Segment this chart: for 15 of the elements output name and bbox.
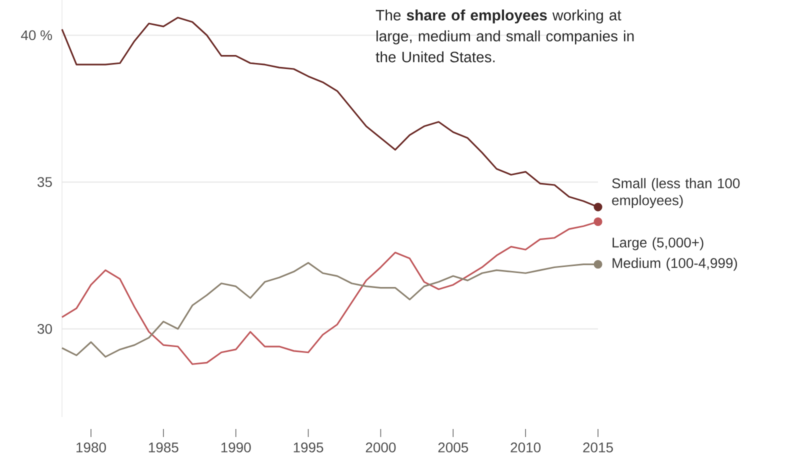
series-label: Small (less than 100 employees): [612, 178, 740, 208]
series-label: Large (5,000+): [612, 237, 704, 250]
x-tick-label: 2010: [510, 442, 541, 452]
text: The share of employees working at large, medium and small companies in the United States.: [376, 10, 634, 62]
x-tick-label: 1980: [76, 442, 106, 452]
y-tick-label: 35: [38, 177, 52, 188]
x-tick-label: 1985: [148, 442, 178, 452]
x-tick-label: 2005: [438, 442, 468, 452]
x-tick-label: 1990: [221, 442, 251, 452]
series-label: Medium (100-4,999): [612, 258, 737, 271]
x-tick-label: 1995: [294, 442, 324, 452]
x-tick-label: 2015: [583, 442, 613, 452]
y-tick-label: 30: [38, 324, 52, 334]
x-tick-label: 2000: [366, 442, 396, 452]
y-tick-label: 40 %: [21, 30, 52, 40]
